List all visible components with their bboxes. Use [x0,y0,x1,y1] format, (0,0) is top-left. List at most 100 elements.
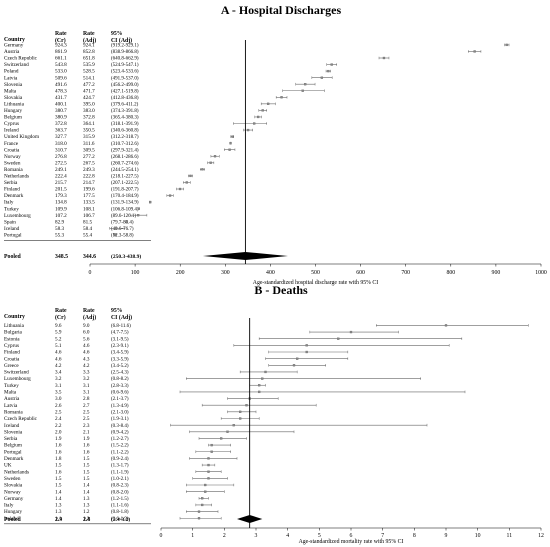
table-row: Austria 861.9 852.8 (838.9-866.8) [4,49,482,55]
crude-rate: 1.6 [55,443,62,449]
country-label: Hungary [4,509,23,515]
country-label: Netherlands [4,174,29,180]
country-label: Slovenia [4,429,23,435]
confidence-interval-text: (310.7-312.6) [111,142,139,147]
chart-title: B - Deaths [254,283,308,297]
confidence-interval-text: (79.7-83.4) [111,220,134,225]
confidence-interval-text: (244.5-254.1) [111,168,139,173]
point-estimate [337,337,340,340]
point-estimate [229,141,232,145]
point-estimate [253,122,256,125]
adjusted-rate: 9.0 [83,323,90,329]
confidence-interval-text: (3.3-5.9) [111,357,129,362]
country-label: Estonia [4,336,20,342]
crude-rate: 2.6 [55,403,62,409]
crude-rate: 1.5 [55,483,62,489]
country-label: Romania [4,167,23,173]
crude-rate: 327.7 [55,134,67,140]
table-row: Denmark 1.8 1.5 (0.9-2.4) [4,456,238,462]
country-label: Denmark [4,193,24,199]
confidence-interval-text: (1.1-1.9) [111,470,129,475]
table-row: Turkey 109.9 108.1 (106.8-109.4) [4,206,140,212]
country-label: Belgium [4,115,22,121]
table-row: Hungary 1.3 1.2 (0.8-1.8) [4,509,219,515]
pooled-label: Pooled [4,517,22,523]
country-label: Denmark [4,456,24,462]
point-estimate [280,96,283,99]
country-label: France [4,141,19,147]
point-estimate [209,161,212,164]
crude-rate: 5.1 [55,343,62,349]
adjusted-rate: 2.5 [83,416,90,422]
table-row: Estonia 5.2 5.6 (3.1-9.5) [4,336,463,342]
confidence-interval-text: (4.7-7.5) [111,331,129,336]
confidence-interval-text: (379.6-411.2) [111,102,139,107]
point-estimate [261,109,264,112]
confidence-interval-text: (2.1-3.0) [111,410,129,415]
point-estimate [301,89,304,92]
crude-rate: 431.7 [55,95,67,101]
confidence-interval-text: (312.2-318.7) [111,135,139,140]
confidence-interval-text: (89.6-126.1) [111,214,136,219]
confidence-interval-text: (318.1-391.9) [111,122,139,127]
confidence-interval-text: (0.8-1.8) [111,510,129,515]
x-tick-label: 0 [160,533,163,539]
adjusted-rate: 395.0 [83,101,95,107]
point-estimate [207,457,210,460]
confidence-interval-text: (1.2-1.5) [111,497,129,502]
confidence-interval-text: (0.8-2.3) [111,484,129,489]
country-label: Luxembourg [4,213,31,219]
crude-rate: 1.9 [55,436,62,442]
country-label: Greece [4,363,19,369]
pooled-adjusted-rate: 2.8 [83,517,90,523]
country-label: United Kingdom [4,134,39,140]
table-row: Croatia 4.6 4.3 (3.3-5.9) [4,356,349,362]
pooled-ci-text: (250.3-438.9) [111,253,141,260]
crude-rate: 134.8 [55,200,67,206]
point-estimate [210,450,213,453]
adjusted-rate: 108.1 [83,206,95,212]
point-estimate [349,330,353,334]
crude-rate: 2.2 [55,423,62,429]
point-estimate [444,324,448,327]
panel-deaths: B - Deaths Country Rate (Cr) Rate (Adj) 95% CI … [4,283,544,545]
x-axis-label: Age-standardized hospital discharge rate… [253,280,379,286]
country-label: Lithuania [4,101,25,107]
confidence-interval-text: (3.4-5.2) [111,364,129,369]
x-tick-label: 100 [131,270,140,276]
crude-rate: 107.2 [55,213,67,219]
country-label: UK [4,463,12,469]
confidence-interval-text: (0.8-8.2) [111,377,129,382]
crude-rate: 1.6 [55,469,62,475]
confidence-interval-text: (1.1-2.2) [111,450,129,455]
point-estimate [201,497,204,500]
country-label: Turkey [4,383,19,389]
confidence-interval-text: (207.1-222.5) [111,181,139,186]
table-row: France 318.0 311.6 (310.7-312.6) [4,141,232,147]
country-label: Italy [4,503,14,509]
crude-rate: 2.4 [55,416,62,422]
table-row: Switzerland 543.8 535.9 (524.9-547.1) [4,62,337,68]
crude-rate: 380.9 [55,115,67,121]
country-label: Finland [4,350,20,356]
column-header: Country [4,314,25,320]
table-row: Denmark 179.3 177.5 (170.4-184.9) [4,193,174,199]
adjusted-rate: 81.5 [83,219,92,225]
adjusted-rate: 214.7 [83,180,95,186]
table-row: Slovakia 431.7 424.7 (412.8-436.8) [4,95,288,101]
x-tick-label: 500 [311,270,320,276]
confidence-interval-text: (1.5-2.2) [111,444,129,449]
table-row: Czech Republic 661.1 651.8 (640.8-662.9) [4,56,390,62]
confidence-interval-text: (1.3-4.9) [111,404,129,409]
crude-rate: 509.6 [55,75,67,81]
country-label: Iceland [4,226,20,232]
x-tick-label: 1 [191,533,194,539]
table-row: Italy 1.3 1.3 (1.1-1.6) [4,503,212,509]
pooled-adjusted-rate: 344.6 [83,254,96,260]
x-tick-label: 6 [350,533,353,539]
table-row: Croatia 310.7 309.5 (297.9-321.4) [4,147,236,153]
country-label: Turkey [4,206,19,212]
country-label: Belgium [4,443,22,449]
adjusted-rate: 4.2 [83,363,90,369]
x-tick-label: 3 [255,533,258,539]
